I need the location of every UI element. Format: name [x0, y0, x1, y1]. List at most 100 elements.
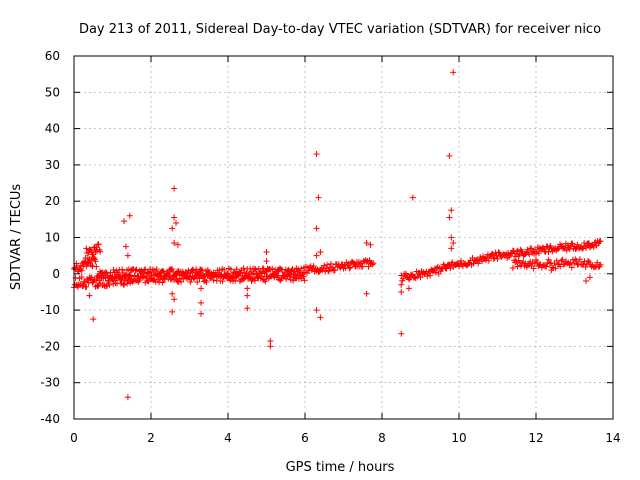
data-point	[124, 394, 131, 401]
data-point	[78, 267, 85, 274]
data-point	[283, 275, 290, 282]
x-axis-label: GPS time / hours	[286, 460, 395, 475]
data-point	[153, 266, 160, 273]
data-point	[240, 265, 247, 272]
data-point	[83, 283, 90, 290]
data-point	[430, 268, 437, 275]
data-point	[446, 152, 453, 159]
data-point	[582, 264, 589, 271]
data-point	[370, 260, 377, 267]
data-point	[203, 278, 210, 285]
y-axis-label: SDTVAR / TECUs	[9, 184, 24, 291]
y-tick-label: -40	[40, 412, 60, 426]
data-point	[583, 245, 590, 252]
data-point	[446, 214, 453, 221]
data-point	[199, 266, 206, 273]
data-point	[549, 264, 556, 271]
data-point	[194, 278, 201, 285]
grid-lines	[74, 56, 613, 419]
data-point	[221, 266, 228, 273]
data-point	[97, 248, 104, 255]
data-point	[171, 214, 178, 221]
data-point	[417, 274, 424, 281]
data-point	[172, 274, 179, 281]
data-point	[295, 266, 302, 273]
data-point	[199, 273, 206, 280]
data-point	[369, 261, 376, 268]
y-tick-label: 0	[52, 267, 60, 281]
data-point	[586, 274, 593, 281]
data-point	[187, 279, 194, 286]
data-point	[597, 261, 604, 268]
data-point	[171, 185, 178, 192]
data-point	[92, 258, 99, 265]
data-point	[494, 255, 501, 262]
data-point	[166, 272, 173, 279]
data-point	[138, 267, 145, 274]
data-point	[526, 251, 533, 258]
data-point	[563, 247, 570, 254]
x-tick-label: 4	[224, 431, 232, 445]
data-point	[227, 266, 234, 273]
data-point	[450, 69, 457, 76]
data-point	[517, 246, 524, 253]
data-point	[584, 258, 591, 265]
x-tick-label: 10	[451, 431, 466, 445]
data-point	[414, 273, 421, 280]
data-point	[246, 274, 253, 281]
data-point	[83, 245, 90, 252]
data-point	[95, 273, 102, 280]
data-point	[591, 264, 598, 271]
data-point	[83, 263, 90, 270]
data-point	[95, 241, 102, 248]
data-point	[346, 265, 353, 272]
data-point	[457, 257, 464, 264]
data-point	[489, 250, 496, 257]
data-point	[317, 314, 324, 321]
data-point	[78, 274, 85, 281]
data-point	[424, 273, 431, 280]
data-point	[488, 251, 495, 258]
x-tick-label: 14	[605, 431, 620, 445]
x-tick-label: 6	[301, 431, 309, 445]
data-point	[90, 316, 97, 323]
data-point	[81, 279, 88, 286]
data-point	[171, 239, 178, 246]
data-point	[448, 245, 455, 252]
data-point	[198, 267, 205, 274]
data-point	[317, 249, 324, 256]
data-point	[514, 263, 521, 270]
data-point	[153, 272, 160, 279]
data-point	[493, 252, 500, 259]
data-point	[269, 265, 276, 272]
data-point	[263, 258, 270, 265]
data-point	[403, 270, 410, 277]
data-point	[313, 307, 320, 314]
data-point	[261, 276, 268, 283]
data-point	[233, 266, 240, 273]
data-point	[445, 261, 452, 268]
data-point	[398, 330, 405, 337]
data-point	[586, 259, 593, 266]
data-point	[405, 276, 412, 283]
data-point	[169, 225, 176, 232]
data-point	[169, 290, 176, 297]
x-tick-label: 0	[70, 431, 78, 445]
data-point	[157, 275, 164, 282]
data-point	[214, 273, 221, 280]
axis-ticks	[73, 55, 614, 420]
data-point	[267, 337, 274, 344]
y-tick-label: 20	[45, 194, 60, 208]
data-point	[141, 266, 148, 273]
data-points	[71, 69, 604, 401]
data-point	[548, 267, 555, 274]
data-point	[136, 277, 143, 284]
data-point	[545, 256, 552, 263]
data-point	[103, 270, 110, 277]
data-point	[448, 234, 455, 241]
y-tick-label: 10	[45, 231, 60, 245]
data-point	[198, 299, 205, 306]
data-point	[359, 263, 366, 270]
data-point	[447, 265, 454, 272]
